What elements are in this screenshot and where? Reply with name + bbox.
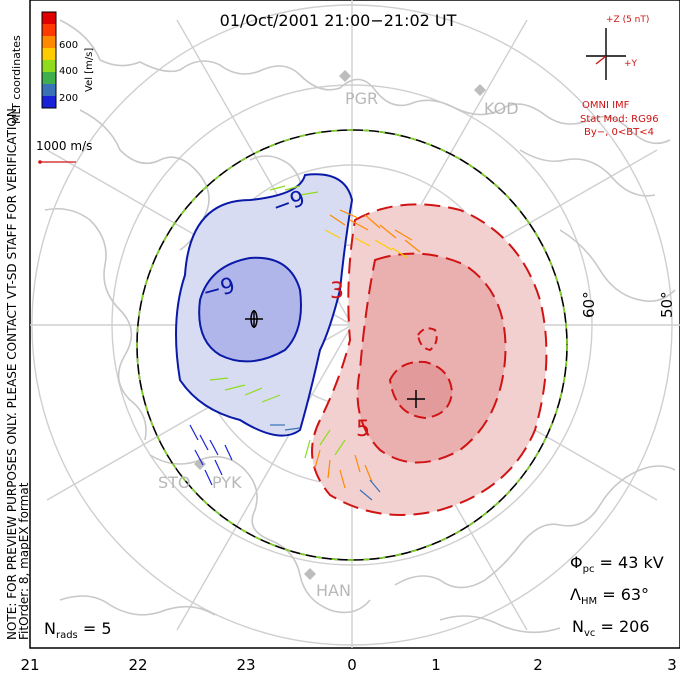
hm-boundary-vectors [136, 129, 568, 561]
vector-scale-origin [38, 160, 42, 164]
phi-symbol: Φ [570, 553, 583, 572]
imf-z-label: +Z (5 nT) [606, 15, 649, 25]
vector-scale-label: 1000 m/s [36, 139, 92, 153]
dawn-cell-inner [388, 360, 454, 420]
station-labels: PGR KOD STO PYK HAN [158, 89, 519, 600]
imf-source: OMNI IMF [582, 100, 630, 111]
dawn-cell-mid [356, 252, 507, 464]
nvc-symbol: N [572, 617, 584, 636]
colorbar-tick-600: 600 [59, 40, 78, 51]
colorbar-unit: Vel [m/s] [84, 48, 95, 92]
station-markers [194, 70, 486, 580]
nvc-sub: vc [584, 628, 595, 639]
preview-note: NOTE: FOR PREVIEW PURPOSES ONLY. PLEASE … [5, 104, 19, 640]
svg-text:Nvc = 206: Nvc = 206 [572, 617, 650, 639]
velocity-vectors [189, 185, 421, 501]
mlt-tick-1: 1 [431, 656, 441, 674]
dawn-cell-small [416, 327, 438, 352]
latitude-label-50: 50° [658, 291, 676, 318]
mlt-tick-23: 23 [236, 656, 255, 674]
nvc-value: = 206 [595, 617, 649, 636]
imf-clock: +Z (5 nT) +Y OMNI IMF Stat Mod: RG96 By−… [580, 15, 659, 138]
map-title: 01/Oct/2001 21:00−21:02 UT [220, 11, 457, 30]
station-label-han: HAN [316, 581, 351, 600]
potential-extrema [245, 310, 425, 408]
nrads-sub: rads [56, 630, 78, 641]
mlt-tick-3: 3 [667, 656, 677, 674]
lam-value: = 63° [597, 585, 649, 604]
velocity-colorbar: 600 400 200 Vel [m/s] [41, 11, 95, 109]
mlt-tick-21: 21 [20, 656, 39, 674]
phi-sub: pc [583, 564, 595, 575]
imf-condition: By−, 0<BT<4 [584, 127, 654, 138]
stats-block: Φpc = 43 kV ΛHM = 63° Nvc = 206 Nrads = … [44, 553, 664, 641]
nrads-value: = 5 [78, 619, 112, 638]
mlt-tick-2: 2 [533, 656, 543, 674]
nrads-symbol: N [44, 619, 56, 638]
station-label-kod: KOD [484, 99, 519, 118]
lam-symbol: Λ [570, 585, 581, 604]
phi-value: = 43 kV [594, 553, 663, 572]
station-label-pgr: PGR [345, 89, 378, 108]
contour-label-pos-b: 5 [356, 417, 370, 442]
lam-sub: HM [581, 596, 597, 607]
colorbar-tick-200: 200 [59, 93, 78, 104]
mlt-axis: 21 22 23 0 1 2 3 [20, 656, 676, 674]
mlt-tick-0: 0 [347, 656, 357, 674]
dusk-cell-inner [198, 256, 302, 363]
colorbar-tick-400: 400 [59, 66, 78, 77]
coord-label: MLT coordinates [10, 35, 23, 124]
fit-note: FitOrder: 8, mapEX format [17, 482, 31, 640]
station-label-sto: STO [158, 473, 191, 492]
svg-text:Nrads = 5: Nrads = 5 [44, 619, 112, 641]
latitude-label-60: 60° [580, 291, 598, 318]
imf-model: Stat Mod: RG96 [580, 114, 659, 125]
svg-text:Φpc = 43 kV: Φpc = 43 kV [570, 553, 664, 575]
svg-text:ΛHM = 63°: ΛHM = 63° [570, 585, 649, 607]
imf-y-label: +Y [624, 59, 638, 69]
contour-label-pos-a: 3 [330, 279, 344, 304]
station-label-pyk: PYK [212, 473, 242, 492]
mlt-tick-22: 22 [128, 656, 147, 674]
